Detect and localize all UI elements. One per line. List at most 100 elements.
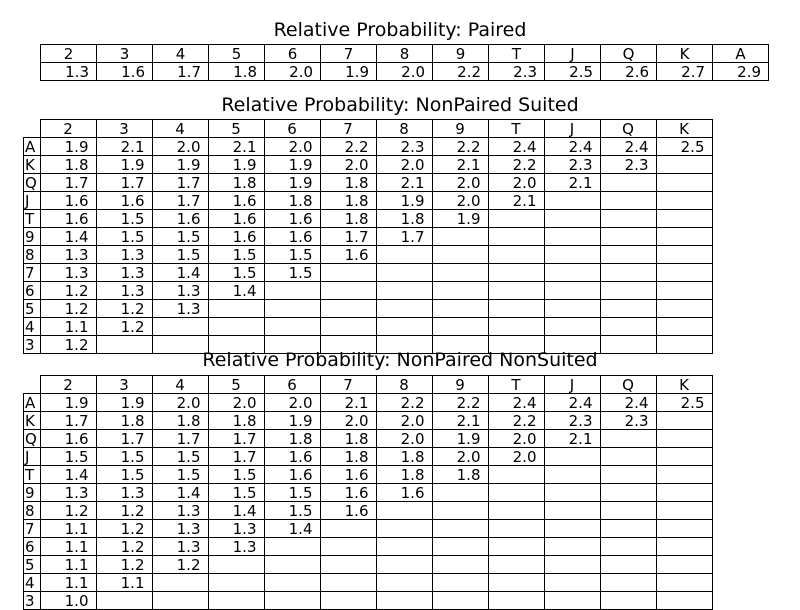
value-cell: 2.2	[432, 62, 489, 81]
column-header: 7	[319, 375, 377, 394]
empty-cell	[207, 317, 265, 336]
value-cell: 1.9	[39, 137, 97, 156]
empty-cell	[487, 573, 545, 592]
value-cell: 1.5	[207, 483, 265, 502]
value-cell: 2.0	[151, 393, 209, 412]
value-cell: 1.3	[39, 245, 97, 264]
row-header: 7	[23, 519, 41, 538]
value-cell: 1.8	[319, 429, 377, 448]
table-row: 5 1.1 1.2 1.2	[23, 555, 713, 574]
value-cell: 1.8	[95, 411, 153, 430]
value-cell: 1.9	[39, 393, 97, 412]
value-cell: 2.0	[376, 62, 433, 81]
row-header: T	[23, 465, 41, 484]
column-header: 2	[39, 119, 97, 138]
empty-cell	[655, 191, 713, 210]
column-header: T	[487, 119, 545, 138]
value-cell: 1.8	[151, 411, 209, 430]
value-cell: 1.1	[39, 573, 97, 592]
row-header: Q	[23, 429, 41, 448]
value-cell: 1.9	[95, 155, 153, 174]
column-header: 5	[207, 375, 265, 394]
value-cell: 2.4	[599, 137, 657, 156]
value-cell: 1.2	[39, 299, 97, 318]
row-header: 8	[23, 245, 41, 264]
value-cell: 1.3	[151, 519, 209, 538]
table-row: K 1.8 1.9 1.9 1.9 1.9 2.0 2.0 2.1 2.2 2.3 2.3	[23, 155, 713, 174]
table-row: A 1.9 1.9 2.0 2.0 2.0 2.1 2.2 2.2 2.4 2.4 2.4 2.5	[23, 393, 713, 412]
value-cell: 1.6	[375, 483, 433, 502]
empty-cell	[375, 281, 433, 300]
row-header: 7	[23, 263, 41, 282]
column-header: T	[487, 375, 545, 394]
empty-cell	[543, 573, 601, 592]
empty-cell	[655, 281, 713, 300]
empty-cell	[487, 519, 545, 538]
empty-cell	[263, 317, 321, 336]
value-cell: 1.6	[96, 62, 153, 81]
value-cell: 1.6	[263, 227, 321, 246]
empty-cell	[655, 263, 713, 282]
empty-cell	[375, 537, 433, 556]
value-cell: 1.5	[263, 245, 321, 264]
row-header: A	[23, 137, 41, 156]
empty-cell	[487, 209, 545, 228]
empty-cell	[599, 447, 657, 466]
empty-cell	[431, 245, 489, 264]
value-cell: 2.5	[655, 137, 713, 156]
empty-cell	[263, 573, 321, 592]
empty-cell	[487, 281, 545, 300]
value-cell: 2.0	[263, 393, 321, 412]
empty-cell	[263, 555, 321, 574]
column-header: 5	[207, 119, 265, 138]
value-cell: 2.9	[712, 62, 769, 81]
value-cell: 1.5	[263, 263, 321, 282]
value-cell: 1.3	[207, 519, 265, 538]
value-cell: 1.5	[263, 501, 321, 520]
value-cell: 1.7	[375, 227, 433, 246]
value-cell: 1.4	[151, 483, 209, 502]
row-header: 5	[23, 555, 41, 574]
column-header: 8	[375, 375, 433, 394]
value-cell: 1.9	[431, 209, 489, 228]
empty-cell	[655, 483, 713, 502]
column-header: 8	[375, 119, 433, 138]
column-header: 3	[96, 44, 153, 63]
value-cell: 1.3	[207, 537, 265, 556]
empty-cell	[655, 465, 713, 484]
column-header: J	[543, 119, 601, 138]
empty-cell	[207, 591, 265, 610]
value-cell: 2.0	[431, 173, 489, 192]
paired-table-title: Relative Probability: Paired	[273, 19, 527, 41]
value-cell: 2.4	[487, 393, 545, 412]
empty-cell	[543, 191, 601, 210]
empty-cell	[599, 245, 657, 264]
empty-cell	[319, 591, 377, 610]
value-cell: 1.9	[207, 155, 265, 174]
empty-cell	[487, 317, 545, 336]
row-header: K	[23, 155, 41, 174]
empty-cell	[375, 317, 433, 336]
column-header: 2	[40, 44, 97, 63]
empty-cell	[431, 573, 489, 592]
table-row: 6 1.2 1.3 1.3 1.4	[23, 281, 713, 300]
value-cell: 1.5	[207, 465, 265, 484]
empty-cell	[655, 429, 713, 448]
value-cell: 1.5	[207, 245, 265, 264]
row-header: 4	[23, 573, 41, 592]
value-cell: 1.1	[39, 519, 97, 538]
empty-cell	[151, 573, 209, 592]
empty-cell	[599, 209, 657, 228]
value-cell: 1.9	[375, 191, 433, 210]
table-row: T 1.6 1.5 1.6 1.6 1.6 1.8 1.8 1.9	[23, 209, 713, 228]
nonsuited-probability-table: 2 3 4 5 6 7 8 9 T J Q K A 1.9 1.9 2.0 2.0 2.0 2.1 2.2 2.2 2.4…	[23, 375, 713, 610]
value-cell: 1.5	[263, 483, 321, 502]
table-row: Q 1.6 1.7 1.7 1.7 1.8 1.8 2.0 1.9 2.0 2.1	[23, 429, 713, 448]
corner-cell	[24, 120, 41, 138]
value-cell: 1.8	[263, 191, 321, 210]
value-cell: 1.7	[95, 429, 153, 448]
table-row: 5 1.2 1.2 1.3	[23, 299, 713, 318]
